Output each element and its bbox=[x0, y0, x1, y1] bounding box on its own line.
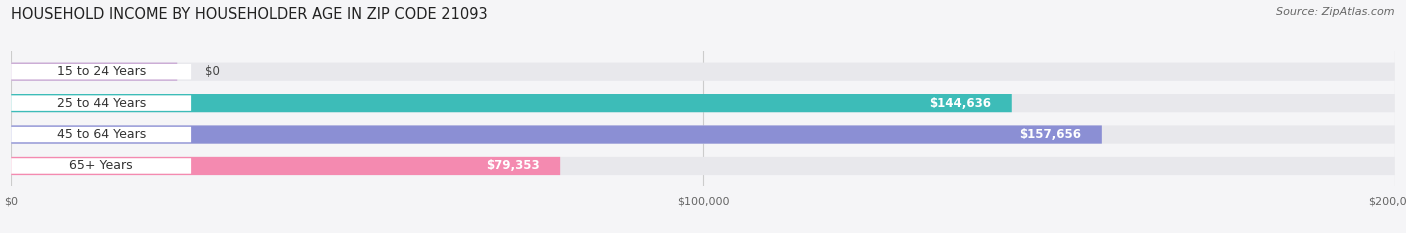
FancyBboxPatch shape bbox=[11, 63, 1395, 81]
Text: HOUSEHOLD INCOME BY HOUSEHOLDER AGE IN ZIP CODE 21093: HOUSEHOLD INCOME BY HOUSEHOLDER AGE IN Z… bbox=[11, 7, 488, 22]
Text: 15 to 24 Years: 15 to 24 Years bbox=[56, 65, 146, 78]
FancyBboxPatch shape bbox=[11, 158, 191, 174]
Text: Source: ZipAtlas.com: Source: ZipAtlas.com bbox=[1277, 7, 1395, 17]
Text: $157,656: $157,656 bbox=[1019, 128, 1081, 141]
FancyBboxPatch shape bbox=[11, 125, 1102, 144]
Text: 25 to 44 Years: 25 to 44 Years bbox=[56, 97, 146, 110]
FancyBboxPatch shape bbox=[11, 125, 1395, 144]
FancyBboxPatch shape bbox=[11, 127, 191, 142]
FancyBboxPatch shape bbox=[11, 95, 191, 111]
FancyBboxPatch shape bbox=[11, 63, 177, 81]
FancyBboxPatch shape bbox=[11, 94, 1395, 112]
Text: $79,353: $79,353 bbox=[486, 159, 540, 172]
FancyBboxPatch shape bbox=[11, 157, 560, 175]
Text: 65+ Years: 65+ Years bbox=[69, 159, 134, 172]
Text: $144,636: $144,636 bbox=[929, 97, 991, 110]
FancyBboxPatch shape bbox=[11, 94, 1012, 112]
Text: $0: $0 bbox=[205, 65, 219, 78]
FancyBboxPatch shape bbox=[11, 64, 191, 79]
FancyBboxPatch shape bbox=[11, 157, 1395, 175]
Text: 45 to 64 Years: 45 to 64 Years bbox=[56, 128, 146, 141]
